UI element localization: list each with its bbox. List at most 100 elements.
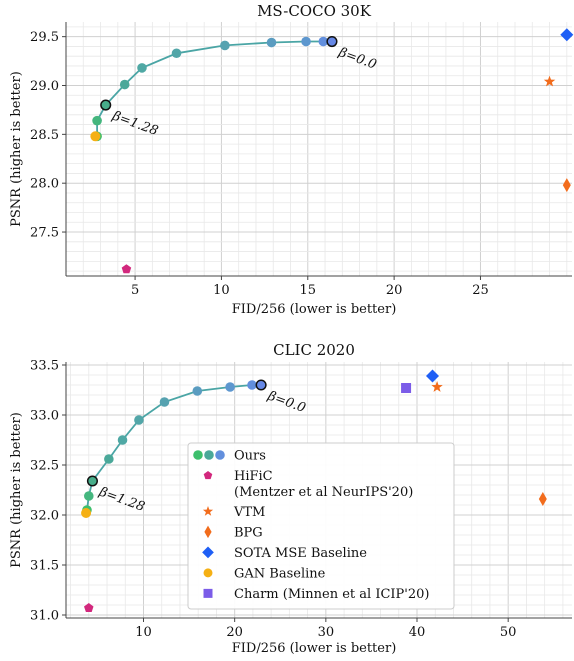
legend-label-line: Charm (Minnen et al ICIP'20) <box>234 587 429 602</box>
thin-diamond-marker <box>562 178 571 193</box>
y-tick-label: 33.0 <box>30 409 59 424</box>
y-tick-label: 33.5 <box>30 359 59 374</box>
pentagon-marker <box>121 264 132 274</box>
diamond-marker <box>560 28 574 42</box>
y-tick-label: 29.0 <box>30 79 59 94</box>
ours-point <box>86 475 98 487</box>
legend-label: VTM <box>233 505 265 520</box>
legend-label: SOTA MSE Baseline <box>234 546 367 561</box>
circle-marker <box>81 508 92 518</box>
series-thin-diamond <box>562 178 571 193</box>
series-circle <box>81 508 92 518</box>
legend-pentagon-marker <box>203 471 213 480</box>
legend-label: Ours <box>234 449 266 464</box>
x-tick-label: 30 <box>318 625 335 640</box>
beta-annotation: β=1.28 <box>96 484 147 515</box>
ours-point <box>83 491 94 501</box>
legend-label-line: BPG <box>234 525 263 540</box>
x-tick-label: 5 <box>131 283 139 298</box>
y-tick-label: 32.5 <box>30 459 59 474</box>
legend-square-marker <box>203 588 213 598</box>
y-axis-label: PSNR (higher is better) <box>9 71 24 227</box>
ours-point <box>171 48 182 59</box>
series-thin-diamond <box>538 492 547 506</box>
legend-label: Charm (Minnen et al ICIP'20) <box>234 587 429 602</box>
legend-ours-dot <box>204 450 214 460</box>
ours-point <box>92 115 102 126</box>
x-tick-label: 20 <box>386 283 403 298</box>
series-pentagon <box>84 603 94 612</box>
series-square <box>401 383 412 393</box>
ours-point <box>220 40 230 51</box>
x-tick-label: 10 <box>135 625 152 640</box>
chart-panel-1: 5 10 15 20 25 27.5 28.0 28.5 29.0 29.5 MS-COCO 30K… <box>9 2 574 317</box>
legend-star-marker <box>202 506 214 516</box>
chart-title: MS-COCO 30K <box>257 2 372 20</box>
legend-label-line: (Mentzer et al NeurIPS'20) <box>234 485 413 500</box>
ours-point <box>192 386 203 396</box>
diamond-marker <box>426 369 440 383</box>
chart-title: CLIC 2020 <box>273 341 355 359</box>
y-tick-label: 32.0 <box>30 509 59 524</box>
ours-point <box>301 36 311 47</box>
legend: Ours HiFiC (Mentzer et al NeurIPS'20) VTM BP… <box>187 442 455 610</box>
x-tick-label: 15 <box>300 283 317 298</box>
pentagon-marker <box>84 603 94 612</box>
legend-thin-diamond-marker <box>204 525 212 539</box>
x-axis-label: FID/256 (lower is better) <box>232 302 397 317</box>
legend-box <box>187 442 455 610</box>
ours-point <box>225 382 235 392</box>
series-diamond <box>560 28 574 42</box>
legend-label: GAN Baseline <box>234 566 326 581</box>
legend-circle-marker <box>203 568 213 578</box>
ours-point <box>137 63 147 73</box>
square-marker <box>401 383 412 393</box>
series-star <box>543 75 556 87</box>
legend-label-line: HiFiC <box>234 469 273 484</box>
legend-label: HiFiC (Mentzer et al NeurIPS'20) <box>234 469 413 500</box>
ours-point <box>255 379 267 391</box>
series-circle <box>90 131 101 142</box>
y-tick-label: 27.5 <box>30 226 59 241</box>
legend-ours-dot <box>193 450 203 460</box>
y-tick-label: 28.0 <box>30 177 59 192</box>
y-tick-label: 28.5 <box>30 128 59 143</box>
grid-lines <box>65 22 572 276</box>
legend-ours-dot <box>215 450 225 460</box>
y-tick-label: 29.5 <box>30 30 59 45</box>
legend-label: BPG <box>234 525 263 540</box>
legend-label-line: GAN Baseline <box>234 566 326 581</box>
x-tick-label: 20 <box>226 625 243 640</box>
ours-point <box>326 35 338 48</box>
y-tick-label: 31.0 <box>30 609 59 624</box>
x-tick-label: 10 <box>213 283 230 298</box>
y-axis-label: PSNR (higher is better) <box>9 412 24 568</box>
ours-point <box>119 79 130 90</box>
x-axis-label: FID/256 (lower is better) <box>232 641 397 656</box>
ours-point <box>159 397 170 407</box>
series-diamond <box>426 369 440 383</box>
legend-label-line: VTM <box>233 505 265 520</box>
ours-point <box>247 380 257 390</box>
ours-point <box>100 99 112 111</box>
x-tick-label: 25 <box>472 283 489 298</box>
series-star <box>431 381 443 392</box>
ours-point <box>117 435 128 445</box>
ours-point <box>134 415 144 425</box>
ours-point <box>266 37 277 48</box>
legend-label-line: SOTA MSE Baseline <box>234 546 367 561</box>
ours-point <box>318 36 329 47</box>
ours-point <box>104 454 114 464</box>
star-marker <box>431 381 443 392</box>
series-pentagon <box>121 264 132 274</box>
star-marker <box>543 75 556 87</box>
x-tick-label: 40 <box>409 625 426 640</box>
thin-diamond-marker <box>538 492 547 506</box>
x-tick-label: 50 <box>500 625 517 640</box>
y-tick-label: 31.5 <box>30 559 59 574</box>
chart-panel-2: 10 20 30 40 50 31.0 31.5 32.0 32.5 33.0 33.5 CLIC 2… <box>9 341 572 656</box>
legend-diamond-marker <box>202 546 214 559</box>
circle-marker <box>90 131 101 142</box>
